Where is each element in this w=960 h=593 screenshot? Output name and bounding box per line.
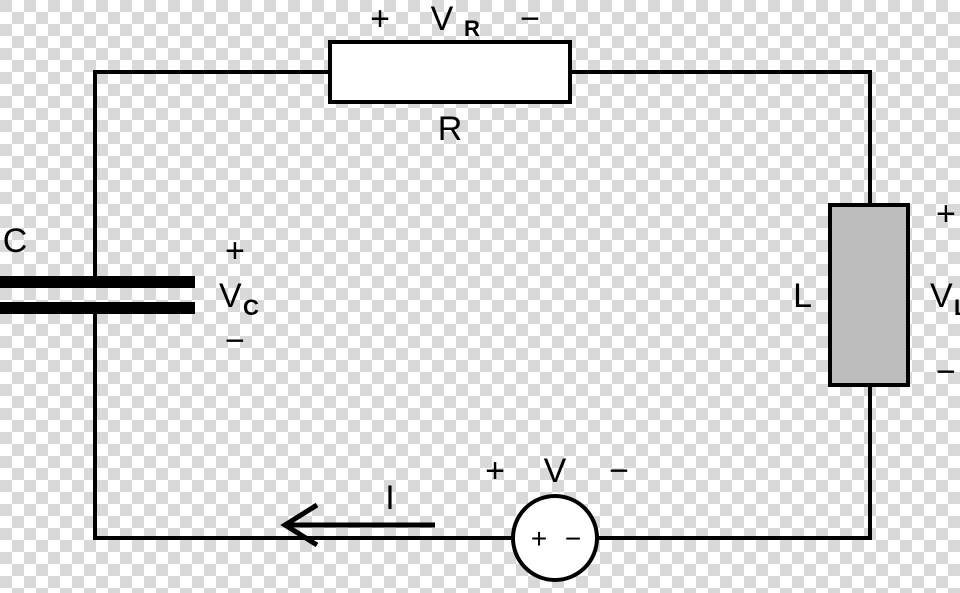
capacitor-voltage-label: V [219,277,242,315]
source-voltage-plus: + [485,452,505,490]
inductor-voltage-sub: L [954,295,960,320]
source-minus-inner: − [565,523,581,554]
resistor-voltage-plus: + [370,0,390,38]
resistor-label: R [438,110,463,148]
resistor-voltage-sub: R [464,16,480,41]
resistor-voltage-minus: − [520,0,540,38]
resistor [330,42,570,102]
inductor [830,205,908,385]
voltage-source [513,496,597,580]
source-voltage-label: V [544,452,567,490]
source-plus-inner: + [531,523,547,554]
inductor-voltage-minus: − [936,353,956,391]
inductor-voltage-plus: + [936,195,956,233]
inductor-label: L [793,277,812,315]
capacitor-label: C [3,222,28,260]
rlc-circuit-diagram: + V R − R L + V L − C + V C − + V − + − … [0,0,960,593]
current-label: I [385,479,394,517]
inductor-voltage-label: V [930,277,953,315]
capacitor-voltage-plus: + [225,232,245,270]
capacitor-voltage-sub: C [243,295,259,320]
capacitor-voltage-minus: − [225,322,245,360]
resistor-voltage-label: V [431,0,454,38]
source-voltage-minus: − [609,452,629,490]
